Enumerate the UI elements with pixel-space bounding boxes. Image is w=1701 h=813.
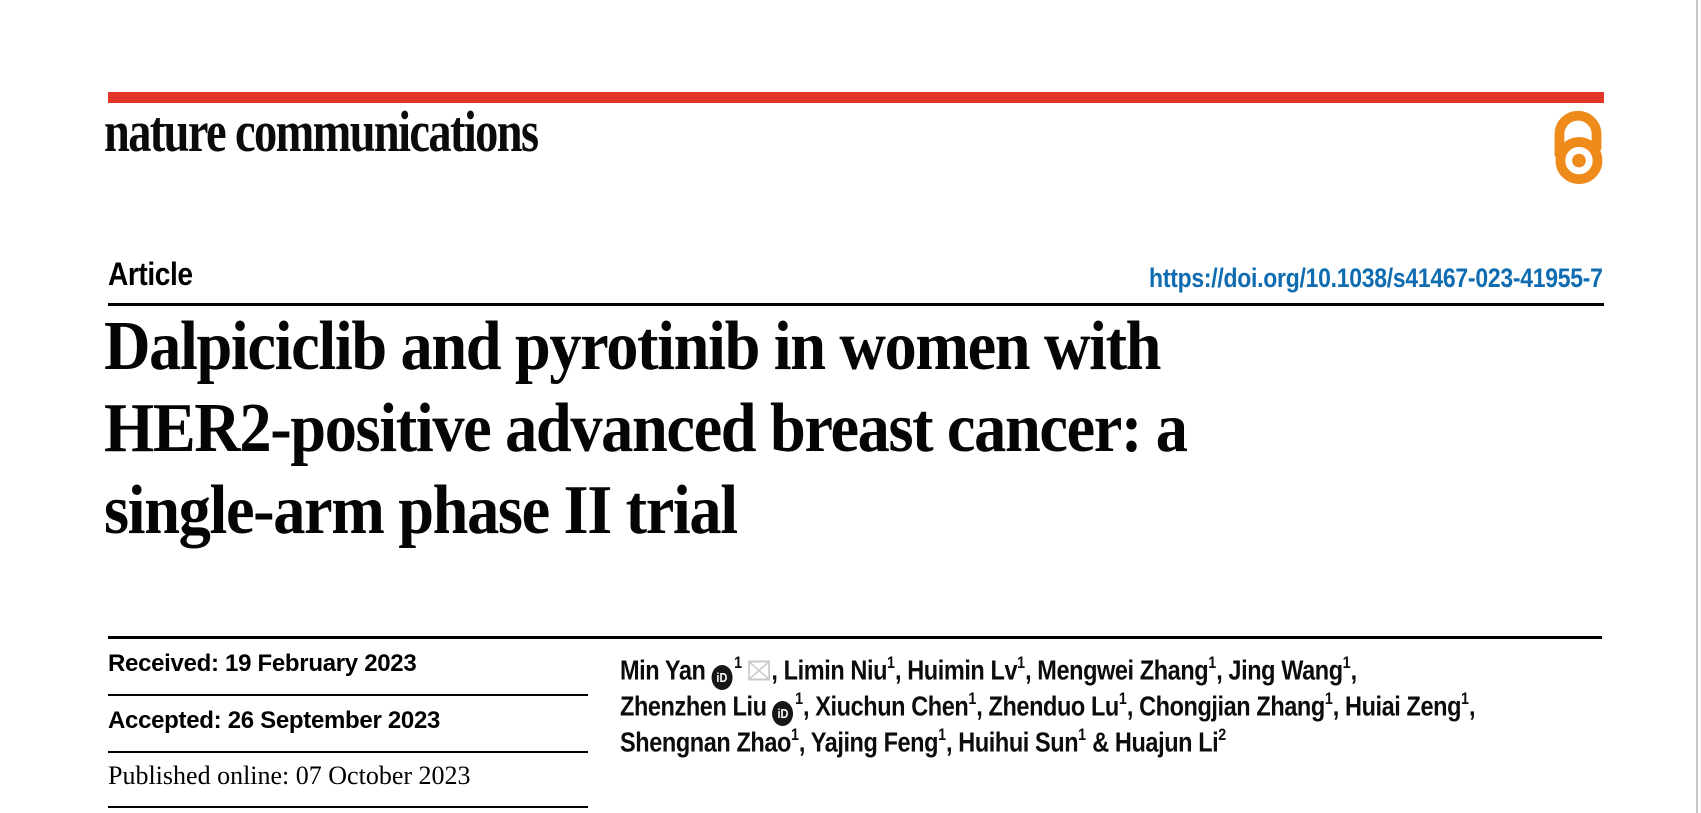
affiliation-superscript: 1 bbox=[790, 725, 799, 744]
affiliation-superscript: 1 bbox=[968, 689, 977, 708]
author-name-text: Min Yan bbox=[620, 654, 706, 686]
author-name-text: , Chongjian Zhang bbox=[1126, 690, 1325, 722]
author-name-text: , Mengwei Zhang bbox=[1025, 654, 1209, 686]
open-access-icon bbox=[1550, 104, 1606, 189]
affiliation-superscript: 2 bbox=[1218, 725, 1227, 744]
orcid-icon[interactable]: iD bbox=[711, 665, 733, 691]
affiliation-superscript: 1 bbox=[1324, 689, 1333, 708]
affiliation-superscript: 1 bbox=[1017, 653, 1026, 672]
author-name-text: , Huiai Zeng bbox=[1332, 690, 1462, 722]
article-title-line: HER2-positive advanced breast cancer: a bbox=[104, 390, 1188, 467]
article-title-line: single-arm phase II trial bbox=[104, 472, 738, 549]
author-name-text: , bbox=[1468, 690, 1476, 722]
author-name-text: , Zhenduo Lu bbox=[976, 690, 1119, 722]
doi-link[interactable]: https://doi.org/10.1038/s41467-023-41955… bbox=[1149, 263, 1603, 293]
author-line: Shengnan Zhao1, Yajing Feng1, Huihui Sun… bbox=[620, 718, 1645, 758]
orcid-icon[interactable]: iD bbox=[772, 701, 794, 727]
received-date: Received: 19 February 2023 bbox=[108, 650, 417, 677]
author-name-text: , Yajing Feng bbox=[798, 726, 939, 758]
brand-accent-bar bbox=[108, 92, 1604, 103]
article-type-label: Article bbox=[108, 256, 193, 292]
author-name-text: Shengnan Zhao bbox=[620, 726, 791, 758]
history-divider bbox=[108, 806, 588, 808]
section-divider bbox=[108, 636, 1602, 639]
author-name-text: Zhenzhen Liu bbox=[620, 690, 767, 722]
author-line: Zhenzhen Liu iD1, Xiuchun Chen1, Zhenduo … bbox=[620, 682, 1645, 727]
page-edge bbox=[1696, 0, 1698, 813]
affiliation-superscript: 1 bbox=[734, 653, 743, 672]
affiliation-superscript: 1 bbox=[938, 725, 947, 744]
history-divider bbox=[108, 751, 588, 753]
article-title-line: Dalpiciclib and pyrotinib in women with bbox=[104, 308, 1161, 385]
author-list: Min Yan iD1, Limin Niu1, Huimin Lv1, Meng… bbox=[620, 646, 1645, 758]
author-name-text: , Huimin Lv bbox=[894, 654, 1018, 686]
affiliation-superscript: 1 bbox=[1118, 689, 1127, 708]
author-name-text: , Huihui Sun bbox=[946, 726, 1079, 758]
history-divider bbox=[108, 694, 588, 696]
accepted-date: Accepted: 26 September 2023 bbox=[108, 707, 441, 734]
article-title: Dalpiciclib and pyrotinib in women with … bbox=[104, 306, 1466, 552]
author-line: Min Yan iD1, Limin Niu1, Huimin Lv1, Meng… bbox=[620, 646, 1645, 691]
journal-logo: nature communications bbox=[104, 99, 539, 164]
affiliation-superscript: 1 bbox=[887, 653, 895, 672]
affiliation-superscript: 1 bbox=[1208, 653, 1217, 672]
published-online-date: Published online: 07 October 2023 bbox=[108, 761, 471, 790]
affiliation-superscript: 1 bbox=[1461, 689, 1469, 708]
author-name-text: , Jing Wang bbox=[1216, 654, 1343, 686]
author-name-text: , Limin Niu bbox=[771, 654, 888, 686]
author-name-text: , Xiuchun Chen bbox=[803, 690, 969, 722]
affiliation-superscript: 1 bbox=[1342, 653, 1351, 672]
header-divider bbox=[108, 303, 1604, 306]
author-name-text: , bbox=[1350, 654, 1358, 686]
affiliation-superscript: 1 bbox=[795, 689, 804, 708]
email-icon[interactable] bbox=[748, 654, 771, 690]
author-name-text: & Huajun Li bbox=[1086, 726, 1219, 758]
affiliation-superscript: 1 bbox=[1078, 725, 1087, 744]
